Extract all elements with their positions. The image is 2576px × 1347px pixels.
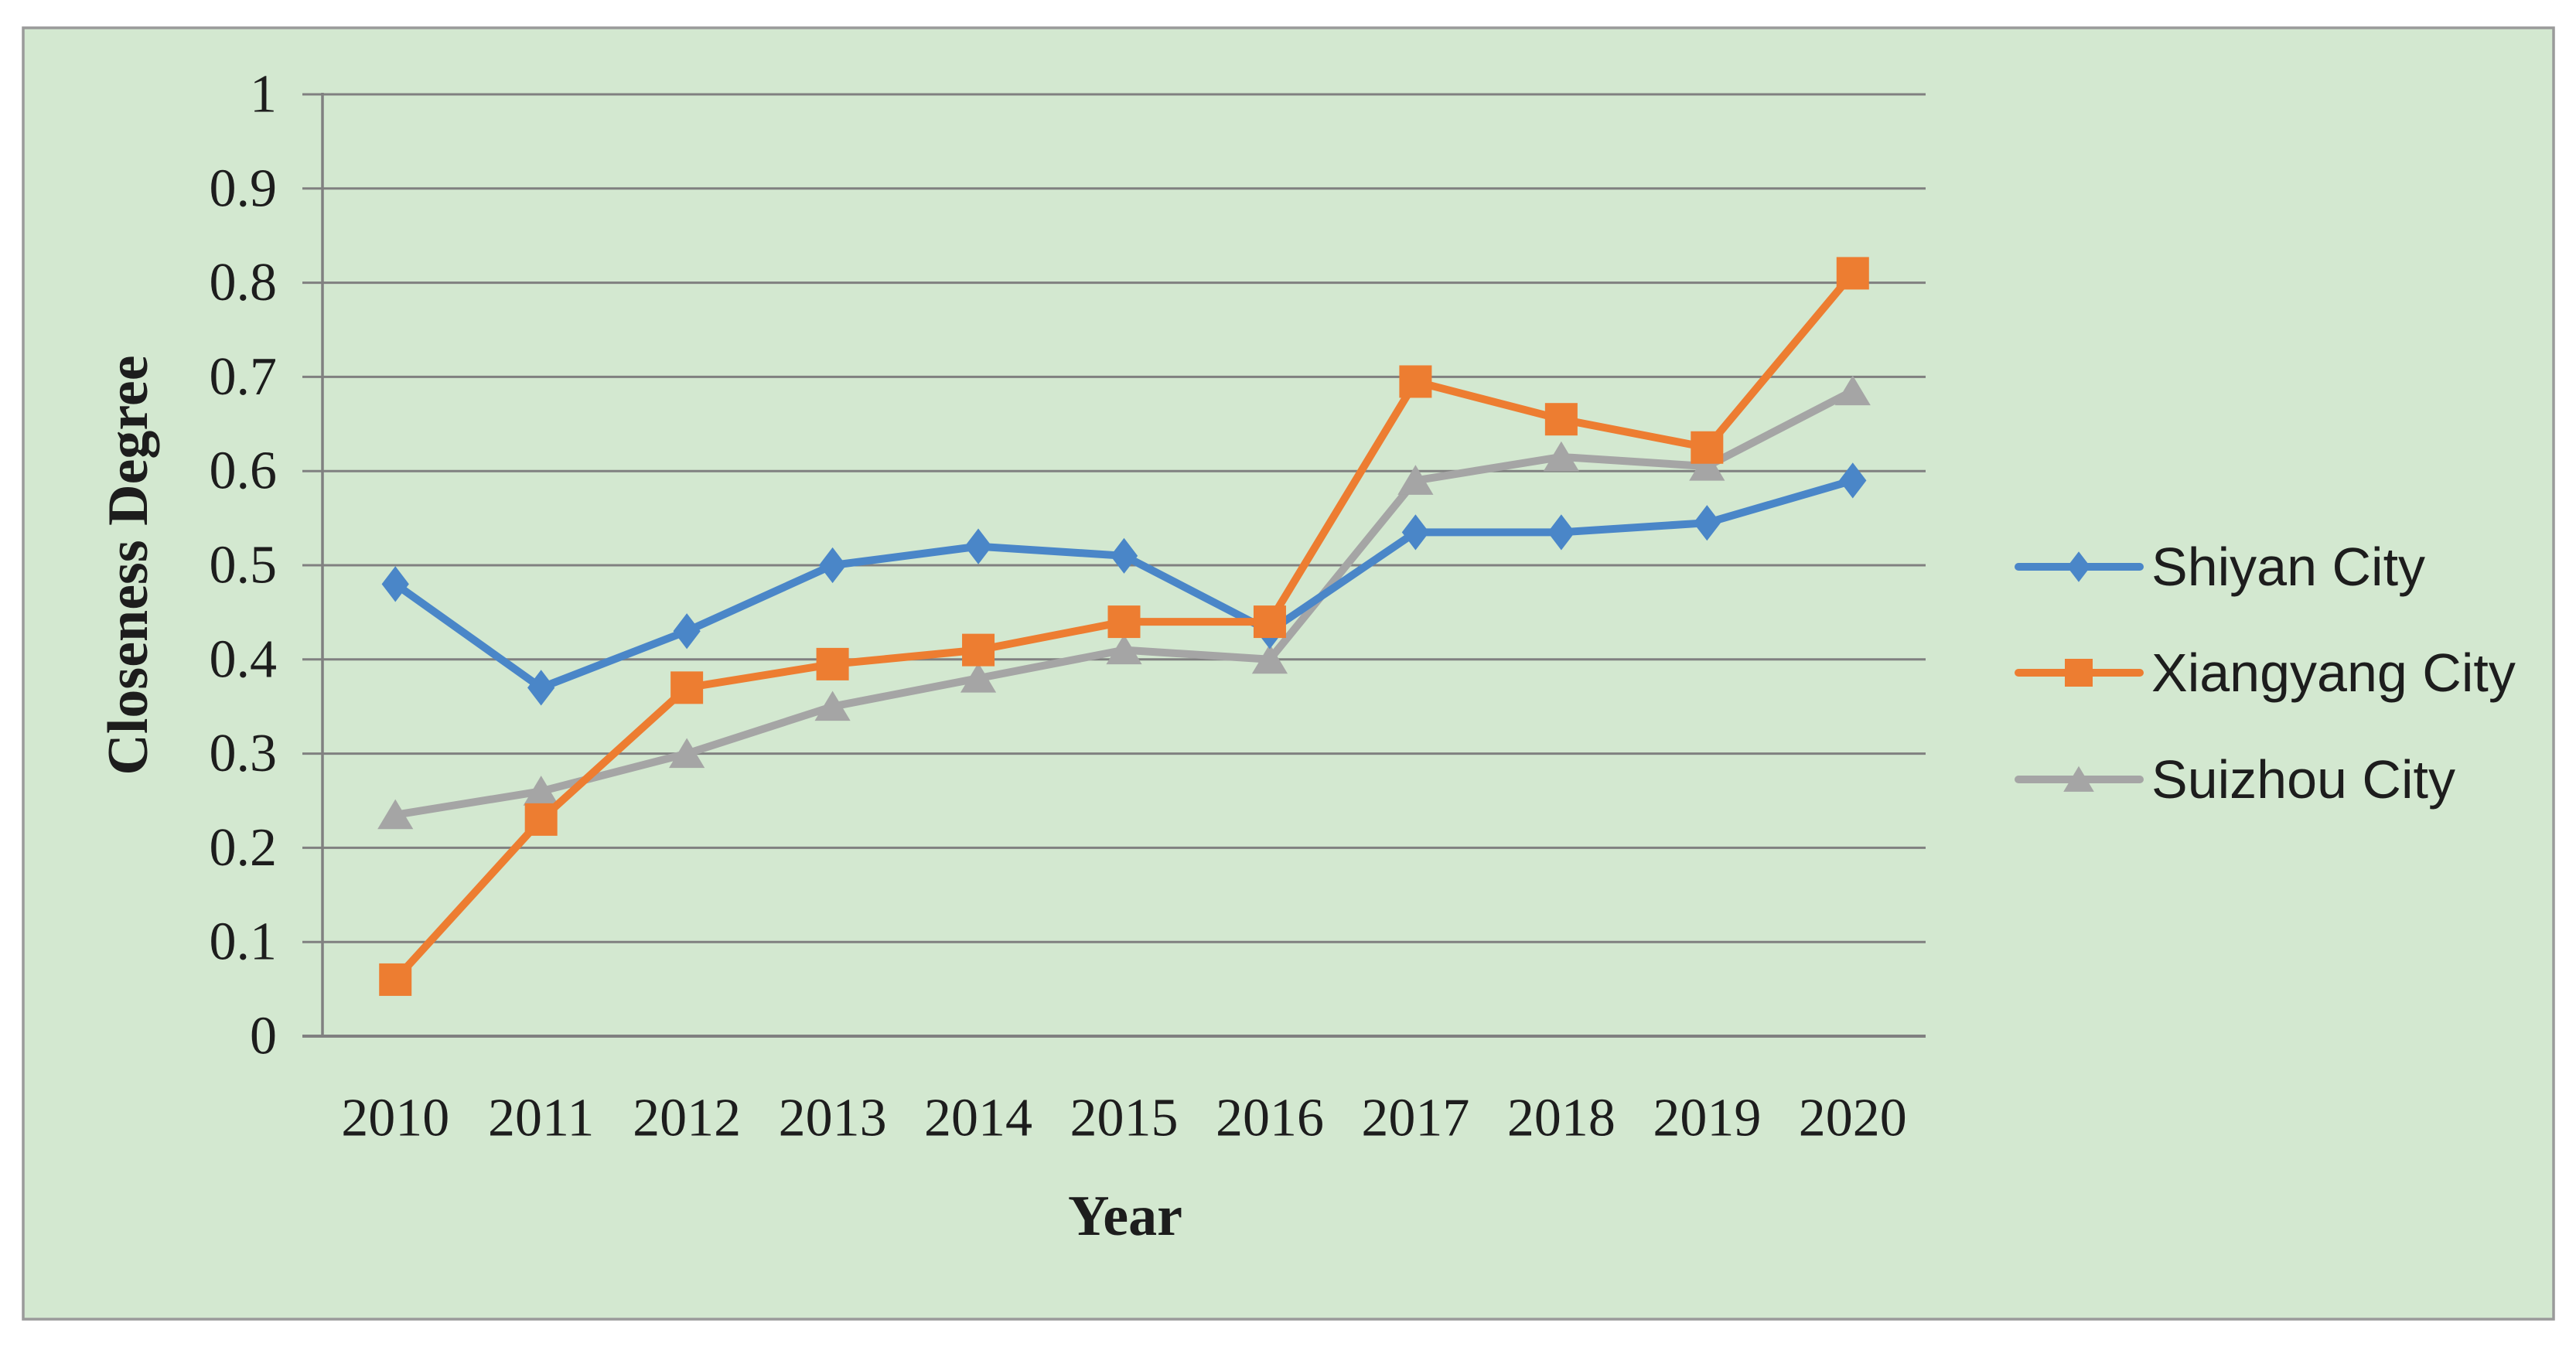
legend-item-shiyan-city: Shiyan City: [2015, 537, 2425, 597]
y-tick-label: 0: [250, 1007, 277, 1066]
marker-diamond-shiyan-city: [1401, 514, 1430, 551]
y-tick-label: 0.9: [210, 159, 278, 218]
marker-triangle-suizhou-city: [1834, 375, 1871, 406]
y-tick-label: 0.8: [210, 253, 278, 312]
marker-triangle-suizhou-city: [1251, 643, 1288, 674]
x-axis-tick-labels: 2010 2011 2012 2013 2014 2015 2016 2017 2018 2019…: [341, 1089, 1907, 1148]
marker-diamond-shiyan-city: [1839, 462, 1867, 499]
legend-label: Suizhou City: [2151, 749, 2455, 810]
marker-diamond-shiyan-city: [1547, 514, 1575, 551]
x-tick-label: 2019: [1653, 1089, 1761, 1148]
marker-square-xiangyang-city: [1253, 605, 1286, 639]
marker-square-xiangyang-city: [670, 671, 704, 704]
marker-square-xiangyang-city: [524, 803, 558, 836]
y-tick-label: 0.3: [210, 724, 278, 783]
x-tick-label: 2020: [1799, 1089, 1907, 1148]
legend-label: Xiangyang City: [2151, 643, 2516, 703]
marker-triangle-suizhou-city: [523, 776, 559, 806]
y-tick-label: 0.6: [210, 442, 278, 501]
x-tick-label: 2016: [1216, 1089, 1324, 1148]
marker-triangle-suizhou-city: [377, 799, 414, 830]
marker-diamond-shiyan-city: [1110, 537, 1138, 574]
x-tick-label: 2012: [633, 1089, 741, 1148]
x-tick-label: 2010: [341, 1089, 449, 1148]
marker-square-xiangyang-city: [962, 633, 995, 667]
x-axis-title: Year: [1068, 1185, 1182, 1248]
marker-square-xiangyang-city: [1399, 365, 1432, 398]
legend-label: Shiyan City: [2151, 537, 2425, 597]
y-tick-label: 0.4: [210, 629, 278, 689]
legend-marker-triangle: [2063, 766, 2094, 792]
marker-triangle-suizhou-city: [1689, 450, 1725, 481]
marker-triangle-suizhou-city: [814, 691, 851, 721]
marker-triangle-suizhou-city: [1397, 465, 1434, 495]
marker-square-xiangyang-city: [379, 963, 412, 996]
marker-triangle-suizhou-city: [960, 663, 997, 693]
legend-marker-diamond: [2066, 551, 2091, 582]
y-tick-label: 0.7: [210, 347, 278, 407]
x-tick-label: 2017: [1361, 1089, 1469, 1148]
marker-diamond-shiyan-city: [964, 528, 992, 564]
y-tick-label: 0.2: [210, 818, 278, 878]
x-tick-label: 2015: [1070, 1089, 1179, 1148]
marker-square-xiangyang-city: [1107, 605, 1141, 639]
marker-square-xiangyang-city: [1836, 257, 1869, 290]
y-axis-tick-labels: 0 0.1 0.2 0.3 0.4 0.5 0.6 0.7 0.8 0.9 1: [210, 65, 278, 1066]
legend-item-suizhou-city: Suizhou City: [2015, 749, 2455, 810]
marker-diamond-shiyan-city: [381, 566, 409, 602]
series-suizhou-city: [377, 375, 1871, 830]
y-axis-title: Closeness Degree: [97, 355, 160, 775]
marker-diamond-shiyan-city: [527, 670, 555, 706]
marker-triangle-suizhou-city: [1543, 441, 1579, 472]
marker-triangle-suizhou-city: [1106, 634, 1142, 665]
marker-square-xiangyang-city: [1544, 403, 1578, 436]
series-plot: [377, 257, 1871, 996]
marker-triangle-suizhou-city: [669, 738, 705, 769]
x-tick-label: 2011: [488, 1089, 594, 1148]
y-tick-label: 0.5: [210, 536, 278, 595]
x-tick-label: 2014: [924, 1089, 1032, 1148]
marker-diamond-shiyan-city: [673, 613, 701, 650]
y-tick-label: 1: [250, 65, 277, 124]
legend: Shiyan City Xiangyang City Suizhou City: [2015, 537, 2516, 810]
gridlines: [302, 93, 1926, 1038]
legend-item-xiangyang-city: Xiangyang City: [2015, 643, 2516, 703]
marker-diamond-shiyan-city: [1693, 505, 1721, 541]
x-tick-label: 2018: [1507, 1089, 1616, 1148]
x-tick-label: 2013: [779, 1089, 887, 1148]
marker-square-xiangyang-city: [816, 647, 849, 680]
marker-square-xiangyang-city: [1691, 431, 1724, 464]
legend-marker-square: [2065, 659, 2093, 687]
marker-diamond-shiyan-city: [818, 547, 847, 584]
y-tick-label: 0.1: [210, 912, 278, 972]
series-xiangyang-city: [379, 257, 1869, 996]
